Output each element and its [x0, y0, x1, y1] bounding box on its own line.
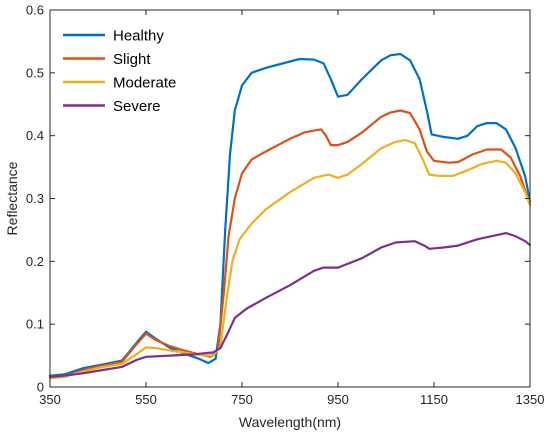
- legend-label-severe: Severe: [113, 98, 161, 115]
- x-tick-label: 350: [39, 392, 61, 407]
- y-tick-label: 0.6: [26, 3, 44, 18]
- legend-label-healthy: Healthy: [113, 28, 164, 45]
- series-layer: [48, 52, 532, 380]
- series-line-slight: [48, 109, 532, 379]
- x-tick-label: 1150: [420, 392, 448, 407]
- series-line-severe: [48, 232, 532, 378]
- legend-label-moderate: Moderate: [113, 75, 176, 92]
- x-tick-label: 750: [231, 392, 253, 407]
- y-axis-title: Reflectance: [4, 161, 20, 235]
- x-axis-title: Wavelength(nm): [239, 414, 341, 430]
- axes-layer: 350 550 750 950 1150 1350 0 0.1 0.2 0.3 0.4 0.5 0.6 W…: [4, 3, 544, 431]
- y-tick-label: 0.1: [26, 317, 44, 332]
- x-tick-label: 950: [327, 392, 349, 407]
- y-tick-label: 0.4: [26, 128, 44, 143]
- y-tick-label: 0.2: [26, 254, 44, 269]
- x-tick-label: 550: [135, 392, 157, 407]
- series-line-moderate: [48, 139, 532, 380]
- y-tick-label: 0: [37, 380, 44, 395]
- x-tick-label: 1350: [516, 392, 545, 407]
- legend: Healthy Slight Moderate Severe: [63, 28, 176, 115]
- y-tick-label: 0.5: [26, 65, 44, 80]
- y-tick-label: 0.3: [26, 191, 44, 206]
- legend-label-slight: Slight: [113, 51, 151, 68]
